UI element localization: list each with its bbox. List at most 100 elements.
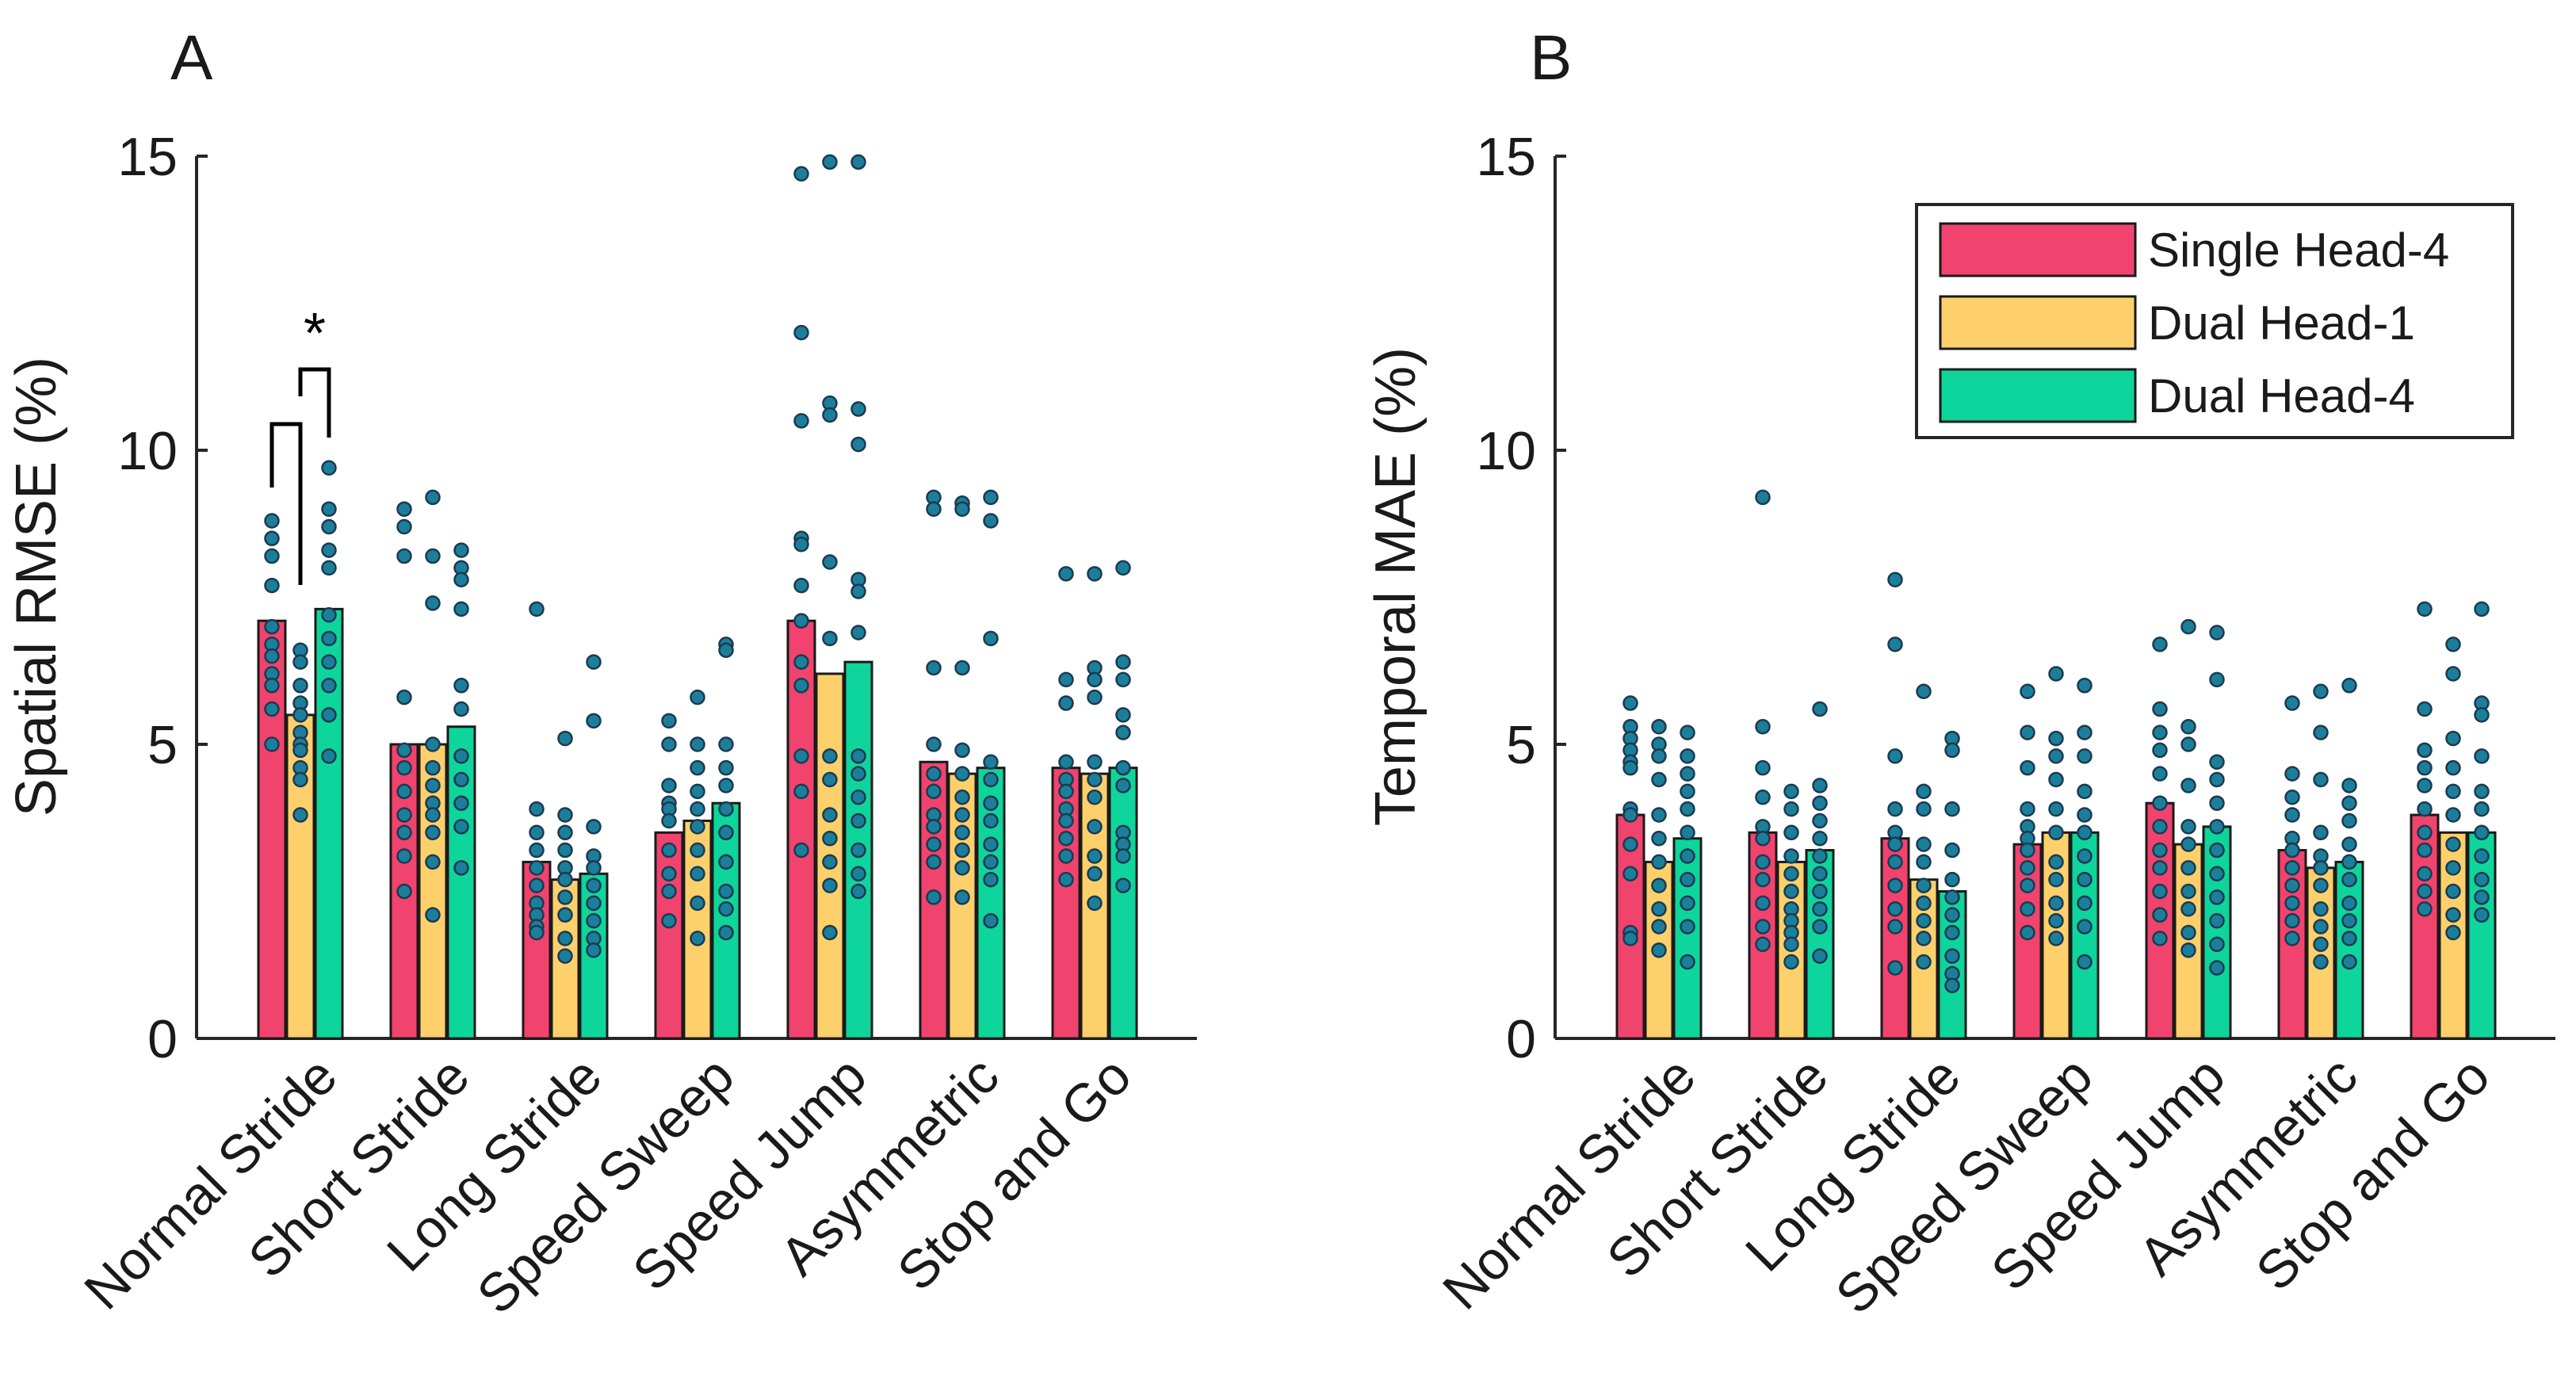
data-point-dual-head-1-speed-sweep [2048, 824, 2064, 841]
data-point-dual-head-1-speed-jump [2180, 942, 2196, 958]
data-point-dual-head-1-speed-jump [822, 630, 838, 647]
data-point-single-head-4-speed-sweep [2020, 801, 2035, 817]
data-point-single-head-4-asymmetric [2284, 790, 2300, 805]
data-point-dual-head-4-short-stride [453, 819, 469, 835]
data-point-single-head-4-long-stride [1887, 748, 1903, 764]
data-point-single-head-4-long-stride [1887, 572, 1903, 587]
data-point-single-head-4-stop-and-go [2417, 866, 2433, 881]
legend: Single Head-4 Dual Head-1 Dual Head-4 [1915, 203, 2514, 439]
data-point-single-head-4-short-stride [1755, 854, 1771, 870]
data-point-dual-head-4-long-stride [586, 878, 602, 893]
data-point-dual-head-4-short-stride [1812, 795, 1828, 811]
data-point-single-head-4-speed-jump [793, 783, 809, 800]
data-point-single-head-4-stop-and-go [2417, 824, 2433, 841]
panel-b-letter: B [1530, 22, 1572, 93]
data-point-single-head-4-short-stride [1755, 718, 1771, 735]
data-point-single-head-4-speed-sweep [661, 866, 677, 881]
data-point-dual-head-1-speed-sweep [690, 842, 705, 858]
data-point-dual-head-4-stop-and-go [1115, 759, 1131, 776]
data-point-dual-head-4-short-stride [1812, 866, 1828, 881]
data-point-single-head-4-speed-sweep [661, 713, 677, 729]
data-point-single-head-4-normal-stride [1622, 836, 1638, 852]
data-point-single-head-4-speed-sweep [2020, 725, 2035, 740]
data-point-dual-head-1-normal-stride [292, 771, 308, 788]
data-point-dual-head-4-speed-sweep [718, 642, 734, 659]
data-point-dual-head-4-long-stride [586, 895, 602, 912]
data-point-dual-head-1-asymmetric [954, 889, 970, 905]
data-point-single-head-4-stop-and-go [2417, 778, 2433, 793]
data-point-single-head-4-speed-jump [793, 536, 809, 553]
significance-star: * [304, 302, 326, 365]
panel-b-ylabel: Temporal MAE (%) [1364, 347, 1428, 826]
data-point-single-head-4-speed-sweep [661, 883, 677, 900]
data-point-dual-head-1-speed-jump [822, 830, 838, 847]
data-point-dual-head-4-asymmetric [2341, 895, 2357, 912]
data-point-dual-head-4-speed-sweep [2077, 954, 2093, 970]
data-point-dual-head-4-long-stride [1944, 907, 1960, 923]
data-point-dual-head-1-speed-sweep [690, 866, 705, 881]
data-point-dual-head-4-asymmetric [2341, 854, 2357, 870]
data-point-single-head-4-speed-jump [793, 678, 809, 694]
data-point-dual-head-1-speed-sweep [690, 819, 705, 835]
data-point-single-head-4-speed-jump [793, 166, 809, 182]
data-point-dual-head-4-normal-stride [1680, 801, 1695, 817]
data-point-dual-head-1-speed-jump [2180, 736, 2196, 752]
data-point-single-head-4-stop-and-go [2417, 742, 2433, 759]
data-point-dual-head-4-normal-stride [1680, 919, 1695, 935]
significance-bracket-2 [298, 367, 331, 438]
data-point-single-head-4-short-stride [396, 742, 412, 759]
category-group-speed-sweep [654, 637, 741, 1040]
data-point-dual-head-1-normal-stride [292, 654, 308, 670]
data-point-single-head-4-normal-stride [264, 736, 280, 752]
y-tick-label: 15 [117, 127, 178, 187]
data-point-single-head-4-speed-jump [2152, 860, 2168, 876]
data-point-single-head-4-long-stride [1887, 901, 1903, 917]
data-point-dual-head-4-speed-jump [850, 883, 866, 900]
category-group-speed-jump [2145, 618, 2232, 1040]
data-point-dual-head-1-stop-and-go [2445, 860, 2461, 876]
data-point-dual-head-4-normal-stride [321, 678, 337, 694]
y-tick-label: 0 [147, 1009, 178, 1069]
data-point-single-head-4-normal-stride [1622, 695, 1638, 711]
data-point-dual-head-1-normal-stride [1651, 854, 1667, 870]
data-point-single-head-4-speed-jump [2152, 819, 2168, 835]
bar-single-head-4-speed-sweep [2012, 843, 2043, 1040]
data-point-dual-head-4-speed-jump [850, 401, 866, 417]
data-point-dual-head-4-asymmetric [983, 795, 999, 811]
data-point-dual-head-1-short-stride [1783, 848, 1799, 864]
data-point-single-head-4-speed-sweep [2020, 842, 2035, 858]
data-point-dual-head-1-speed-jump [822, 924, 838, 941]
data-point-single-head-4-stop-and-go [2417, 759, 2433, 776]
data-point-dual-head-4-asymmetric [983, 489, 999, 506]
data-point-single-head-4-stop-and-go [1058, 695, 1074, 711]
bar-dual-head-1-short-stride [418, 743, 448, 1040]
data-point-dual-head-1-long-stride [1916, 854, 1932, 870]
data-point-dual-head-4-asymmetric [983, 513, 999, 529]
data-point-dual-head-1-long-stride [1916, 895, 1932, 912]
category-group-stop-and-go [1051, 560, 1138, 1040]
data-point-dual-head-4-speed-sweep [718, 901, 734, 917]
data-point-dual-head-4-stop-and-go [2474, 748, 2490, 764]
data-point-dual-head-4-speed-sweep [2077, 725, 2093, 740]
significance-annotation: * [269, 302, 331, 585]
data-point-dual-head-1-asymmetric [954, 824, 970, 841]
data-point-dual-head-4-long-stride [1944, 977, 1960, 993]
data-point-dual-head-1-normal-stride [1651, 942, 1667, 958]
data-point-dual-head-1-short-stride [425, 736, 441, 752]
bar-single-head-4-long-stride [1880, 837, 1910, 1040]
data-point-single-head-4-speed-sweep [2020, 924, 2035, 941]
data-point-single-head-4-speed-jump [2152, 725, 2168, 740]
data-point-dual-head-4-speed-jump [2209, 671, 2225, 688]
data-point-dual-head-1-speed-sweep [690, 783, 705, 800]
data-point-dual-head-4-short-stride [453, 678, 469, 694]
data-point-single-head-4-long-stride [1887, 801, 1903, 817]
bar-single-head-4-speed-sweep [654, 831, 684, 1040]
data-point-dual-head-1-speed-jump [822, 748, 838, 764]
data-point-dual-head-4-speed-jump [2209, 936, 2225, 953]
data-point-single-head-4-asymmetric [926, 783, 942, 800]
data-point-single-head-4-speed-sweep [2020, 683, 2035, 699]
data-point-single-head-4-stop-and-go [1058, 813, 1074, 829]
data-point-single-head-4-speed-jump [2152, 883, 2168, 900]
data-point-single-head-4-normal-stride [264, 513, 280, 529]
data-point-dual-head-4-long-stride [1944, 871, 1960, 888]
